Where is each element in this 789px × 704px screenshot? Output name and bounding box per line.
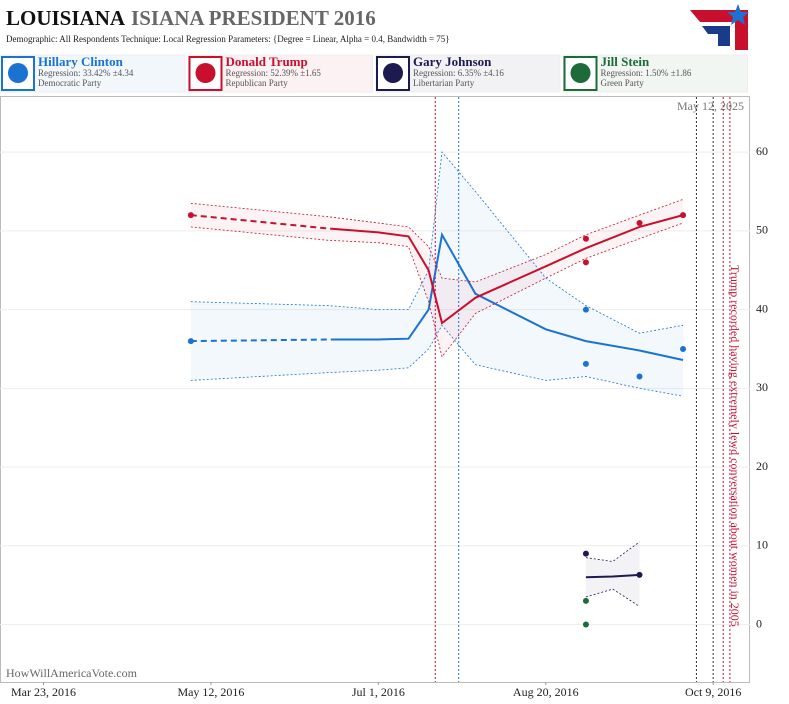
legend-regression: Regression: 6.35% ±4.16 bbox=[413, 68, 504, 78]
x-tick-label: Jul 1, 2016 bbox=[352, 685, 405, 699]
band-lower bbox=[190, 324, 684, 397]
poll-point bbox=[582, 621, 589, 628]
title-main: LOUISIANA bbox=[6, 6, 126, 30]
legend-party: Republican Party bbox=[226, 78, 289, 88]
poll-point bbox=[582, 360, 589, 367]
legend-name: Jill Stein bbox=[601, 54, 651, 69]
subtitle: Demographic: All Respondents Technique: … bbox=[6, 34, 450, 44]
y-tick-label: 10 bbox=[756, 538, 768, 552]
legend-icon-mark bbox=[570, 63, 591, 83]
chart-title: LOUISIANA ISIANA PRESIDENT 2016 bbox=[6, 6, 376, 30]
poll-point bbox=[582, 259, 589, 266]
band-upper bbox=[190, 199, 684, 283]
confidence-band bbox=[585, 541, 640, 607]
y-tick-label: 40 bbox=[756, 301, 768, 315]
poll-point bbox=[187, 338, 194, 345]
legend-name: Hillary Clinton bbox=[38, 54, 124, 69]
y-tick-label: 20 bbox=[756, 459, 768, 473]
legend-icon bbox=[563, 56, 598, 91]
watermark: HowWillAmericaVote.com bbox=[6, 666, 138, 680]
x-tick-label: Aug 20, 2016 bbox=[513, 685, 579, 699]
regression-line bbox=[190, 231, 684, 361]
y-tick-label: 50 bbox=[756, 223, 768, 237]
legend-icon-mark bbox=[383, 63, 403, 83]
x-tick-label: May 12, 2016 bbox=[177, 685, 244, 699]
plot-frame bbox=[0, 96, 750, 683]
legend-name: Gary Johnson bbox=[413, 54, 492, 69]
legend-name: Donald Trump bbox=[226, 54, 308, 69]
legend-party: Libertarian Party bbox=[413, 78, 475, 88]
band-upper bbox=[585, 541, 640, 562]
poll-point bbox=[582, 306, 589, 313]
regression-line bbox=[585, 573, 640, 579]
confidence-band bbox=[190, 152, 684, 397]
poll-point bbox=[636, 373, 643, 380]
x-tick-label: Oct 9, 2016 bbox=[685, 685, 741, 699]
band-upper bbox=[190, 151, 684, 334]
legend-icon-mark bbox=[8, 63, 28, 83]
confidence-band bbox=[190, 199, 684, 357]
poll-point bbox=[187, 212, 194, 219]
legend-party: Democratic Party bbox=[38, 78, 102, 88]
title-rest: ISIANA PRESIDENT 2016 bbox=[131, 6, 376, 30]
band-lower bbox=[585, 588, 640, 607]
date-note: May 12, 2025 bbox=[677, 99, 744, 113]
legend-regression: Regression: 1.50% ±1.86 bbox=[601, 68, 692, 78]
y-tick-label: 60 bbox=[756, 144, 768, 158]
y-tick-label: 30 bbox=[756, 380, 768, 394]
regression-line bbox=[190, 214, 684, 325]
event-annotation: Trump recorded having extremely lewd con… bbox=[728, 265, 742, 627]
legend-party: Green Party bbox=[601, 78, 645, 88]
poll-point bbox=[636, 571, 643, 578]
poll-point bbox=[680, 212, 687, 219]
poll-point bbox=[582, 550, 589, 557]
logo bbox=[690, 4, 749, 50]
poll-point bbox=[636, 219, 643, 226]
legend-regression: Regression: 52.39% ±1.65 bbox=[226, 68, 322, 78]
legend-icon-mark bbox=[195, 63, 216, 83]
y-tick-label: 0 bbox=[756, 616, 762, 630]
x-tick-label: Mar 23, 2016 bbox=[11, 685, 76, 699]
poll-point bbox=[582, 597, 589, 604]
poll-point bbox=[582, 235, 589, 242]
poll-point bbox=[680, 345, 687, 352]
legend-regression: Regression: 33.42% ±4.34 bbox=[38, 68, 134, 78]
